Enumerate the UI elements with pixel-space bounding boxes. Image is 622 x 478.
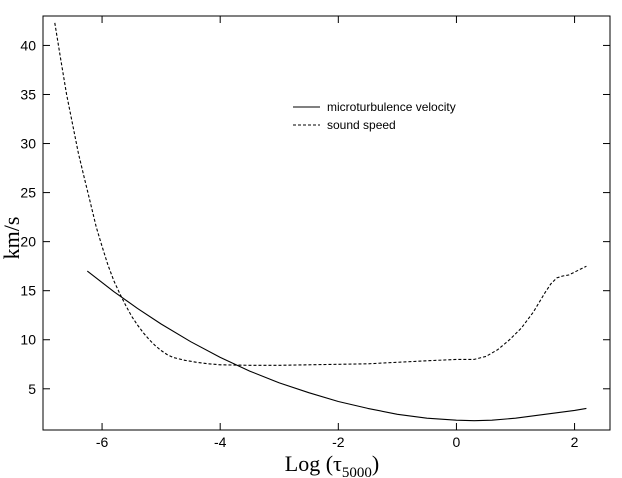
y-tick-label: 10 — [20, 332, 36, 348]
y-tick-label: 25 — [20, 185, 36, 201]
plot-frame — [42, 15, 611, 431]
x-axis-title: Log (τ5000) — [285, 451, 379, 478]
y-tick-label: 5 — [28, 381, 36, 397]
x-axis-title-main: Log (τ — [285, 451, 342, 476]
y-tick-label: 30 — [20, 136, 36, 152]
legend-label-microturbulence: microturbulence velocity — [327, 100, 456, 114]
legend: microturbulence velocity sound speed — [293, 100, 456, 132]
x-tick-label: -2 — [332, 434, 345, 450]
legend-label-sound-speed: sound speed — [327, 118, 396, 132]
x-tick-label: 2 — [571, 434, 579, 450]
y-tick-label: 40 — [20, 37, 36, 53]
y-tick-label: 35 — [20, 86, 36, 102]
series-layer — [54, 22, 587, 422]
series-line-microturbulence — [86, 270, 587, 422]
x-axis-title-close: ) — [372, 451, 379, 476]
x-tick-label: -6 — [96, 434, 109, 450]
x-tick-label: -4 — [214, 434, 227, 450]
series-line-sound-speed — [54, 22, 587, 366]
y-axis-title: km/s — [0, 217, 24, 260]
y-tick-label: 15 — [20, 283, 36, 299]
y-tick-label: 20 — [20, 234, 36, 250]
x-axis-title-sub: 5000 — [342, 465, 372, 478]
x-tick-label: 0 — [453, 434, 461, 450]
